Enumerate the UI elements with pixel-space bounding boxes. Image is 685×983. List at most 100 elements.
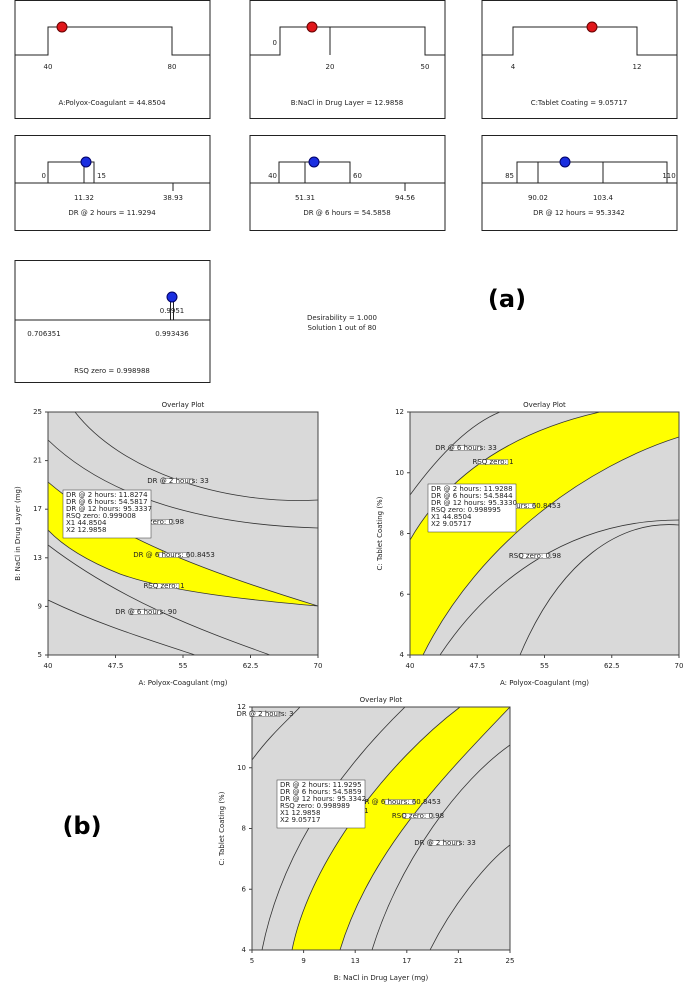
contour-label-box xyxy=(477,459,509,465)
flag-line: DR @ 6 hours: 54.5844 xyxy=(431,492,513,500)
y-axis-label: C: Tablet Coating (%) xyxy=(376,496,384,570)
y-tick-label: 6 xyxy=(400,590,405,598)
ramp-label: 40 xyxy=(268,172,277,180)
ramp-label: 0.993436 xyxy=(155,330,189,338)
flag-line: DR @ 2 hours: 11.8274 xyxy=(66,491,148,499)
y-tick-label: 4 xyxy=(242,946,247,954)
contour-label: DR @ 6 hours: 60.8453 xyxy=(359,798,441,806)
dot xyxy=(559,156,571,168)
desirability: Desirability = 1.000 xyxy=(307,314,377,322)
ramp-title: DR @ 2 hours = 11.9294 xyxy=(68,209,156,217)
box xyxy=(249,0,446,119)
y-tick-label: 6 xyxy=(242,885,247,893)
ramp-label: 0 xyxy=(273,39,277,47)
flag-box xyxy=(427,483,517,533)
ramp-box: 4 12 C:Tablet Coating = 9.05717 xyxy=(481,0,678,119)
contour-line xyxy=(410,412,501,496)
contour-label: DR @ 6 hours: 60.8453 xyxy=(479,502,561,510)
flag-line: DR @ 6 hours: 54.5817 xyxy=(66,498,148,506)
ramp xyxy=(482,161,677,184)
y-tick-label: 25 xyxy=(33,408,42,416)
x-tick-label: 40 xyxy=(44,662,53,670)
dot xyxy=(166,291,178,303)
ramp-label: 4 xyxy=(511,63,516,71)
contour-label: RSQ zero: 0.98 xyxy=(509,552,561,560)
contours xyxy=(48,412,318,655)
contour-label: DR @ 2 hours: 3 xyxy=(236,710,293,718)
ramp-label: 11.32 xyxy=(74,194,94,202)
flag-line: X1 12.9858 xyxy=(280,809,320,817)
plot-title: Overlay Plot xyxy=(523,401,566,409)
contour-label: RSQ zero: 1 xyxy=(143,582,184,590)
contour-line xyxy=(252,707,301,761)
box xyxy=(14,260,211,383)
ramp xyxy=(15,26,210,56)
y-tick-label: 8 xyxy=(400,530,404,538)
x-tick-label: 70 xyxy=(675,662,684,670)
y-tick-label: 13 xyxy=(33,554,42,562)
contour-label: DR @ 6 hours: 60.8453 xyxy=(133,551,215,559)
x-tick-label: 62.5 xyxy=(243,662,259,670)
ramp-title: B:NaCl in Drug Layer = 12.9858 xyxy=(291,99,404,107)
flag-line: RSQ zero: 0.998989 xyxy=(280,802,350,810)
feasible-region xyxy=(291,707,510,950)
ramp-label: 103.4 xyxy=(593,194,614,202)
ramp-label: 0.9951 xyxy=(160,307,185,315)
flag-line: X1 44.8504 xyxy=(431,513,472,521)
dot xyxy=(56,21,68,33)
y-tick-label: 17 xyxy=(33,505,42,513)
x-tick-label: 70 xyxy=(314,662,323,670)
contour-label-box xyxy=(130,609,162,615)
y-tick-label: 4 xyxy=(400,651,405,659)
plot-title: Overlay Plot xyxy=(162,401,205,409)
contour-label: RSQ zero: 0.98 xyxy=(132,518,184,526)
ramp-title: RSQ zero = 0.998988 xyxy=(74,367,150,375)
ramp xyxy=(15,161,210,191)
dot xyxy=(80,156,92,168)
y-tick-label: 5 xyxy=(38,651,42,659)
x-tick-label: 9 xyxy=(301,957,305,965)
contour-label: DR @ 2 hours: 33 xyxy=(414,839,476,847)
contour-label-box xyxy=(429,840,461,846)
contour-line xyxy=(429,844,510,950)
dot xyxy=(306,21,318,33)
contour-label-box xyxy=(148,583,180,589)
ramp-label: 15 xyxy=(97,172,106,180)
contour-label-box xyxy=(158,552,190,558)
contour-line xyxy=(519,524,679,655)
ramp-box: 0.9951 0.706351 0.993436 RSQ zero = 0.99… xyxy=(14,260,211,383)
contour-label-box xyxy=(402,813,434,819)
x-tick-label: 40 xyxy=(406,662,415,670)
x-tick-label: 17 xyxy=(402,957,411,965)
overlay-plot: Overlay Plot B: NaCl in Drug Layer (mg) C:… xyxy=(218,696,514,982)
ramp-title: DR @ 6 hours = 54.5858 xyxy=(303,209,390,217)
y-tick-label: 10 xyxy=(237,764,246,772)
flag-box xyxy=(276,779,366,829)
contour-line xyxy=(371,744,510,950)
ramp-label: 38.93 xyxy=(163,194,183,202)
plot-title: Overlay Plot xyxy=(360,696,403,704)
ramp-label: 0.706351 xyxy=(27,330,60,338)
ramp-title: A:Polyox-Coagulant = 44.8504 xyxy=(58,99,166,107)
ramp-title: C:Tablet Coating = 9.05717 xyxy=(531,99,628,107)
ramp-box: 40 60 51.31 94.56 DR @ 6 hours = 54.5858 xyxy=(249,135,446,231)
ramp-label: 94.56 xyxy=(395,194,416,202)
contour-label-box xyxy=(450,445,482,451)
contour-line xyxy=(48,599,196,655)
x-axis-label: A: Polyox-Coagulant (mg) xyxy=(500,679,589,687)
x-tick-label: 62.5 xyxy=(604,662,620,670)
ramp-label: 60 xyxy=(353,172,362,180)
x-tick-label: 5 xyxy=(250,957,254,965)
contours xyxy=(410,412,679,655)
contour-line xyxy=(48,439,318,529)
x-axis-label: B: NaCl in Drug Layer (mg) xyxy=(334,974,429,982)
x-tick-label: 25 xyxy=(506,957,515,965)
panel-label: (a) xyxy=(488,285,526,313)
contour-label-box xyxy=(519,553,551,559)
flag-line: DR @ 12 hours: 95.3330 xyxy=(431,499,517,507)
feasible-region xyxy=(48,481,318,607)
ramp xyxy=(482,26,677,56)
y-tick-label: 10 xyxy=(395,469,404,477)
ramp-box: 0 20 50 B:NaCl in Drug Layer = 12.9858 xyxy=(249,0,446,119)
